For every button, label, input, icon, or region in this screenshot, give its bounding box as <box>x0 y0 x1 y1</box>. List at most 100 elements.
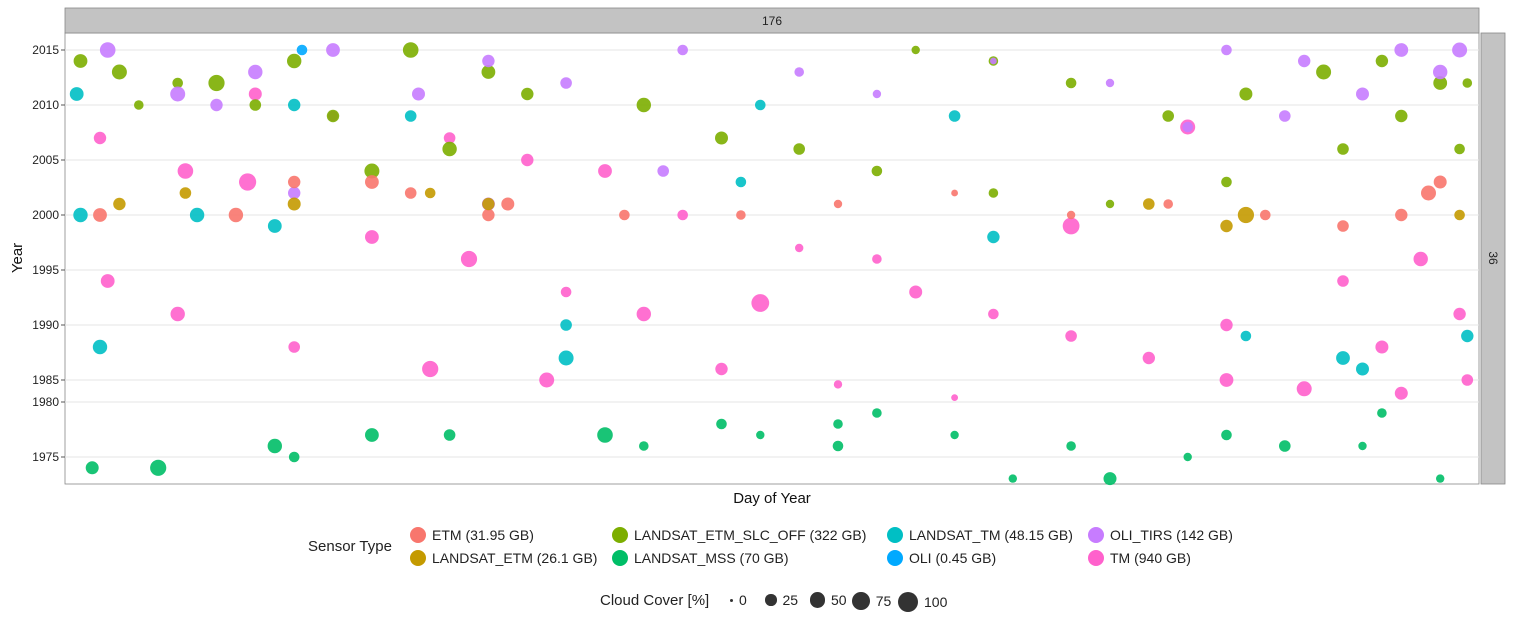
scatter-point <box>172 77 183 89</box>
facet-strip-top <box>64 7 1480 34</box>
scatter-point <box>1066 441 1076 451</box>
scatter-point <box>189 207 205 223</box>
scatter-point <box>1461 329 1474 343</box>
scatter-point <box>636 97 651 113</box>
legend-label: OLI (0.45 GB) <box>909 550 997 566</box>
y-tick-label: 1975 <box>32 450 59 464</box>
scatter-point <box>287 197 301 211</box>
scatter-point <box>1356 87 1369 101</box>
scatter-point <box>1337 220 1349 232</box>
scatter-point <box>1163 199 1173 209</box>
scatter-point <box>871 165 883 177</box>
size-legend-dot <box>730 598 733 602</box>
scatter-point <box>364 163 380 179</box>
scatter-point <box>1436 474 1445 483</box>
legend-swatch <box>887 527 903 543</box>
legend-swatch <box>1088 527 1104 543</box>
scatter-point <box>560 319 572 331</box>
size-legend-dot <box>852 592 870 610</box>
scatter-point <box>1237 206 1254 224</box>
scatter-point <box>296 44 308 56</box>
scatter-point <box>481 65 496 79</box>
scatter-point <box>833 199 843 209</box>
scatter-point <box>832 440 844 452</box>
scatter-point <box>1142 351 1156 365</box>
scatter-point <box>598 164 612 178</box>
scatter-point <box>365 230 379 244</box>
scatter-point <box>560 286 572 298</box>
scatter-point <box>1337 143 1349 155</box>
size-legend-label: 25 <box>782 592 799 608</box>
y-tick-label: 2015 <box>32 43 59 57</box>
y-tick-label: 2010 <box>32 98 59 112</box>
legend-item: ETM (31.95 GB) <box>410 527 534 543</box>
size-legend-label: 75 <box>875 592 892 609</box>
scatter-point <box>424 187 436 199</box>
scatter-point <box>793 143 805 155</box>
scatter-point <box>1296 381 1312 397</box>
scatter-point <box>288 341 301 353</box>
size-legend-dot <box>810 592 826 608</box>
scatter-point <box>558 350 574 366</box>
scatter-point <box>872 408 882 418</box>
scatter-point <box>1219 373 1234 387</box>
scatter-point <box>412 87 425 101</box>
scatter-point <box>85 461 99 475</box>
scatter-point <box>1375 340 1389 354</box>
scatter-point <box>287 53 302 69</box>
scatter-point <box>100 274 115 288</box>
size-legend-dot <box>765 594 777 606</box>
size-legend-item: 75 <box>852 592 891 610</box>
scatter-point <box>755 99 766 111</box>
scatter-point <box>267 219 282 233</box>
scatter-point <box>239 173 257 191</box>
scatter-point <box>1461 374 1474 386</box>
scatter-point <box>1162 110 1174 122</box>
y-tick-label: 1985 <box>32 373 59 387</box>
scatter-point <box>288 451 300 463</box>
scatter-point <box>1183 452 1192 462</box>
scatter-point <box>404 187 417 199</box>
scatter-point <box>795 243 804 253</box>
scatter-point <box>1375 54 1389 68</box>
scatter-point <box>1453 307 1466 321</box>
legend-label: LANDSAT_TM (48.15 GB) <box>909 527 1073 543</box>
y-tick-label: 1980 <box>32 395 59 409</box>
scatter-point <box>987 230 1000 244</box>
legend-item: OLI (0.45 GB) <box>887 550 996 566</box>
scatter-point <box>288 98 301 112</box>
scatter-point <box>1462 78 1473 88</box>
scatter-point <box>951 189 958 197</box>
y-tick-label: 1990 <box>32 318 59 332</box>
scatter-point <box>404 110 417 122</box>
scatter-point <box>93 208 107 222</box>
size-legend-item: 50 <box>810 592 847 608</box>
scatter-point <box>521 87 534 101</box>
scatter-point <box>501 197 515 211</box>
scatter-point <box>736 210 746 220</box>
scatter-point <box>539 372 555 388</box>
scatter-point <box>210 98 223 112</box>
scatter-point <box>872 254 882 264</box>
scatter-point <box>482 208 495 222</box>
scatter-point <box>1221 176 1232 188</box>
scatter-point <box>950 430 959 440</box>
scatter-point <box>715 362 728 376</box>
scatter-point <box>73 207 88 223</box>
plot-panel <box>64 32 1480 485</box>
legend-item: OLI_TIRS (142 GB) <box>1088 527 1233 543</box>
legend-swatch <box>612 527 628 543</box>
size-legend-item: 25 <box>765 592 798 608</box>
scatter-point <box>1316 64 1332 80</box>
scatter-point <box>990 57 997 65</box>
size-legend-title: Cloud Cover [%] <box>600 592 710 609</box>
legend-item: LANDSAT_ETM (26.1 GB) <box>410 550 597 566</box>
legend-label: TM (940 GB) <box>1110 550 1191 566</box>
scatter-point <box>1182 121 1193 133</box>
scatter-point <box>988 188 999 198</box>
scatter-point <box>1105 78 1115 88</box>
scatter-point <box>326 109 340 123</box>
scatter-point <box>716 418 727 430</box>
scatter-point <box>422 360 439 378</box>
scatter-point <box>1066 210 1076 220</box>
